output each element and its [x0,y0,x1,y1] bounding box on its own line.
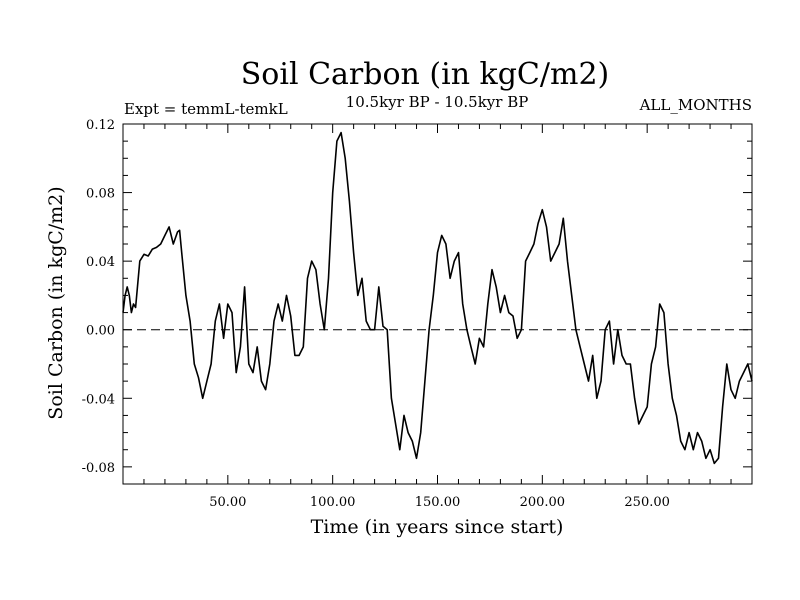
y-axis-label: Soil Carbon (in kgC/m2) [45,186,67,419]
chart-title: Soil Carbon (in kgC/m2) [241,57,609,92]
y-tick-label: -0.08 [82,461,115,476]
months-label: ALL_MONTHS [639,96,752,114]
experiment-label: Expt = temmL-temkL [124,100,288,118]
y-tick-label: 0.08 [86,187,115,202]
x-tick-label: 250.00 [624,495,670,510]
y-tick-label: 0.04 [86,255,115,270]
x-tick-label: 100.00 [310,495,356,510]
x-tick-label: 50.00 [209,495,246,510]
plot-frame [122,123,753,485]
y-tick-label: -0.04 [82,392,115,407]
time-range-label: 10.5kyr BP - 10.5kyr BP [346,93,529,111]
y-tick-label: 0.12 [86,118,115,133]
series-line-soil-carbon [122,131,753,465]
y-tick-label: 0.00 [86,324,115,339]
x-axis-label: Time (in years since start) [311,516,564,538]
x-tick-label: 200.00 [520,495,566,510]
x-tick-label: 150.00 [415,495,461,510]
